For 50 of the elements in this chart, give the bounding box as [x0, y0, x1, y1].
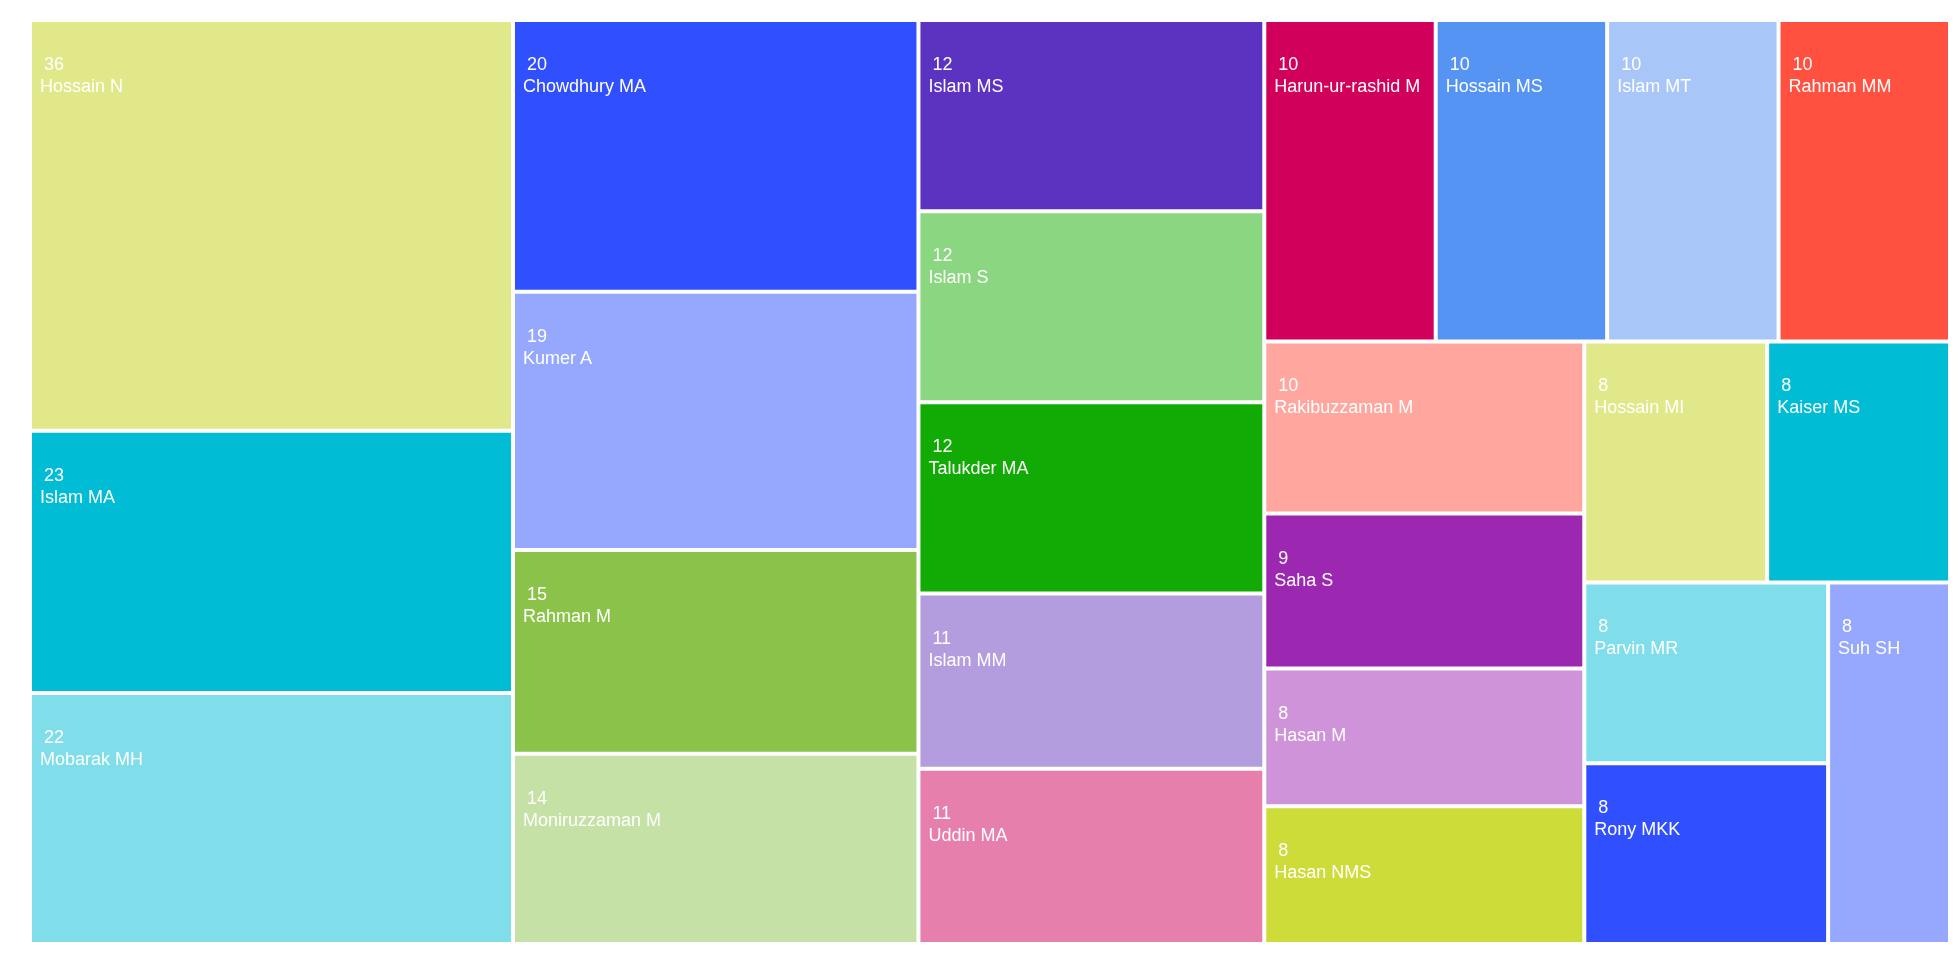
category-label: Hossain MI: [1594, 397, 1685, 418]
category-label: Mobarak MH: [40, 749, 144, 770]
data-label: 19: [526, 325, 548, 346]
category-label: Chowdhury MA: [522, 76, 647, 96]
category-label: Suh SH: [1838, 638, 1901, 659]
data-label: 8: [1598, 616, 1609, 637]
category-label: Saha S: [1274, 569, 1334, 590]
category-label: Rony MKK: [1594, 819, 1681, 840]
data-label: 14: [526, 787, 548, 808]
category-label: Islam MA: [40, 486, 116, 507]
data-label: 8: [1781, 375, 1792, 396]
data-label: 36: [44, 54, 65, 74]
data-label: 10: [1621, 54, 1642, 74]
category-label: Islam MM: [928, 649, 1007, 670]
data-label: 22: [44, 727, 65, 748]
data-label: 12: [932, 54, 953, 74]
category-label: Hasan NMS: [1274, 862, 1372, 883]
category-label: Kumer A: [522, 347, 593, 368]
data-label: 8: [1278, 840, 1289, 861]
data-label: 20: [526, 54, 548, 74]
data-label: 15: [526, 583, 548, 604]
data-label: 8: [1598, 797, 1609, 818]
data-label: 11: [932, 627, 952, 648]
category-label: Moniruzzaman M: [522, 809, 662, 830]
data-label: 10: [1792, 54, 1813, 74]
category-label: Uddin MA: [928, 824, 1008, 845]
data-label: 8: [1842, 616, 1853, 637]
data-label: 8: [1278, 702, 1289, 723]
category-label: Hasan M: [1274, 724, 1347, 745]
category-label: Islam S: [928, 267, 989, 288]
data-label: 10: [1449, 54, 1470, 74]
category-label: Rahman MM: [1788, 76, 1892, 96]
category-label: Hossain MS: [1445, 76, 1543, 96]
data-label: 12: [932, 436, 953, 457]
data-label: 10: [1278, 375, 1299, 396]
data-label: 11: [932, 802, 952, 823]
category-label: Parvin MR: [1594, 638, 1679, 659]
data-label: 9: [1278, 547, 1289, 568]
data-label: 8: [1598, 375, 1609, 396]
category-label: Harun-ur-rashid M: [1274, 76, 1421, 96]
data-label: 23: [44, 464, 65, 485]
category-label: Rakibuzzaman M: [1274, 397, 1414, 418]
data-label: 10: [1278, 54, 1299, 74]
category-label: Islam MS: [928, 76, 1004, 96]
category-label: Kaiser MS: [1777, 397, 1861, 418]
category-label: Hossain N: [40, 76, 124, 96]
data-label: 12: [932, 245, 953, 266]
category-label: Talukder MA: [928, 458, 1029, 479]
category-label: Rahman M: [522, 605, 612, 626]
category-label: Islam MT: [1617, 76, 1692, 96]
